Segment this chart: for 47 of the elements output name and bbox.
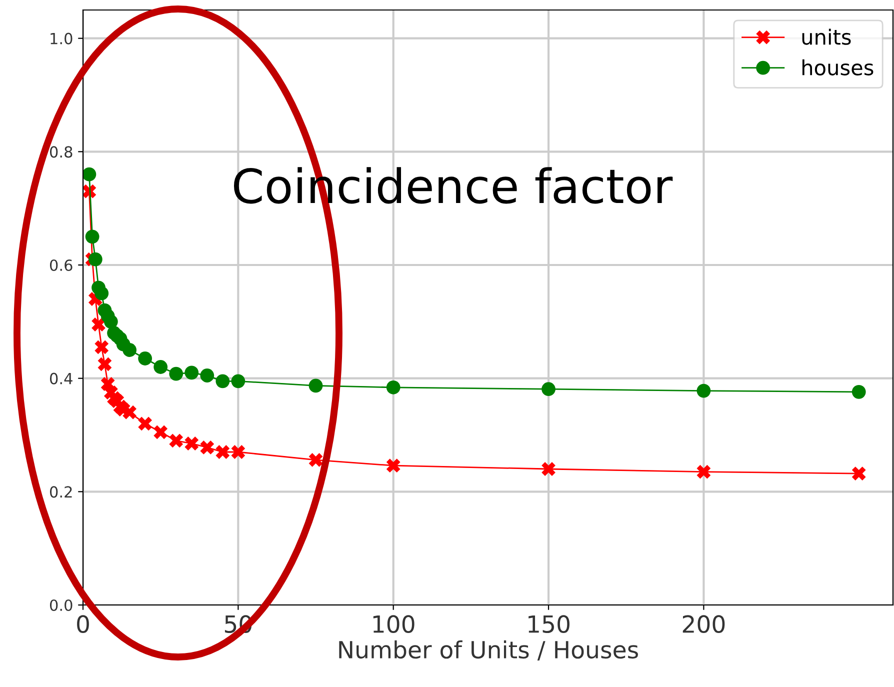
point xyxy=(154,425,168,440)
point xyxy=(308,452,323,467)
point xyxy=(85,230,100,244)
point xyxy=(852,384,866,399)
point xyxy=(83,167,96,182)
legend-label: units xyxy=(802,28,851,45)
point xyxy=(200,440,214,454)
point xyxy=(98,357,112,372)
point xyxy=(184,436,199,450)
x-tick-label: 0 xyxy=(77,615,89,633)
point xyxy=(138,352,152,366)
point xyxy=(386,380,400,394)
y-tick-label: 0.0 xyxy=(50,599,72,612)
point xyxy=(169,434,184,448)
x-tick-label: 150 xyxy=(528,615,570,633)
x-axis-title: Number of Units / Houses xyxy=(339,640,638,660)
point xyxy=(88,252,102,266)
y-tick-label: 0.6 xyxy=(50,259,72,272)
point xyxy=(542,462,556,476)
point xyxy=(386,458,400,473)
point xyxy=(122,343,136,357)
legend-label: houses xyxy=(802,59,874,76)
point xyxy=(83,184,96,198)
y-tick-label: 1.0 xyxy=(50,32,72,44)
point xyxy=(542,382,556,396)
point xyxy=(231,445,246,459)
point xyxy=(200,368,214,382)
y-tick-label: 0.8 xyxy=(50,146,72,158)
point xyxy=(169,366,184,381)
y-tick-label: 0.4 xyxy=(50,372,72,384)
point xyxy=(696,464,711,479)
point xyxy=(94,286,109,300)
point xyxy=(216,445,230,459)
point xyxy=(138,416,152,431)
point xyxy=(94,340,109,354)
x-tick-label: 200 xyxy=(682,615,725,633)
point xyxy=(154,360,168,374)
point xyxy=(852,466,866,480)
point xyxy=(184,366,199,380)
point xyxy=(231,374,246,388)
point xyxy=(122,405,136,420)
point xyxy=(216,374,230,388)
point xyxy=(308,378,323,393)
y-tick-label: 0.2 xyxy=(50,486,72,498)
point xyxy=(696,384,711,398)
x-tick-label: 100 xyxy=(373,615,414,633)
point xyxy=(104,314,118,329)
